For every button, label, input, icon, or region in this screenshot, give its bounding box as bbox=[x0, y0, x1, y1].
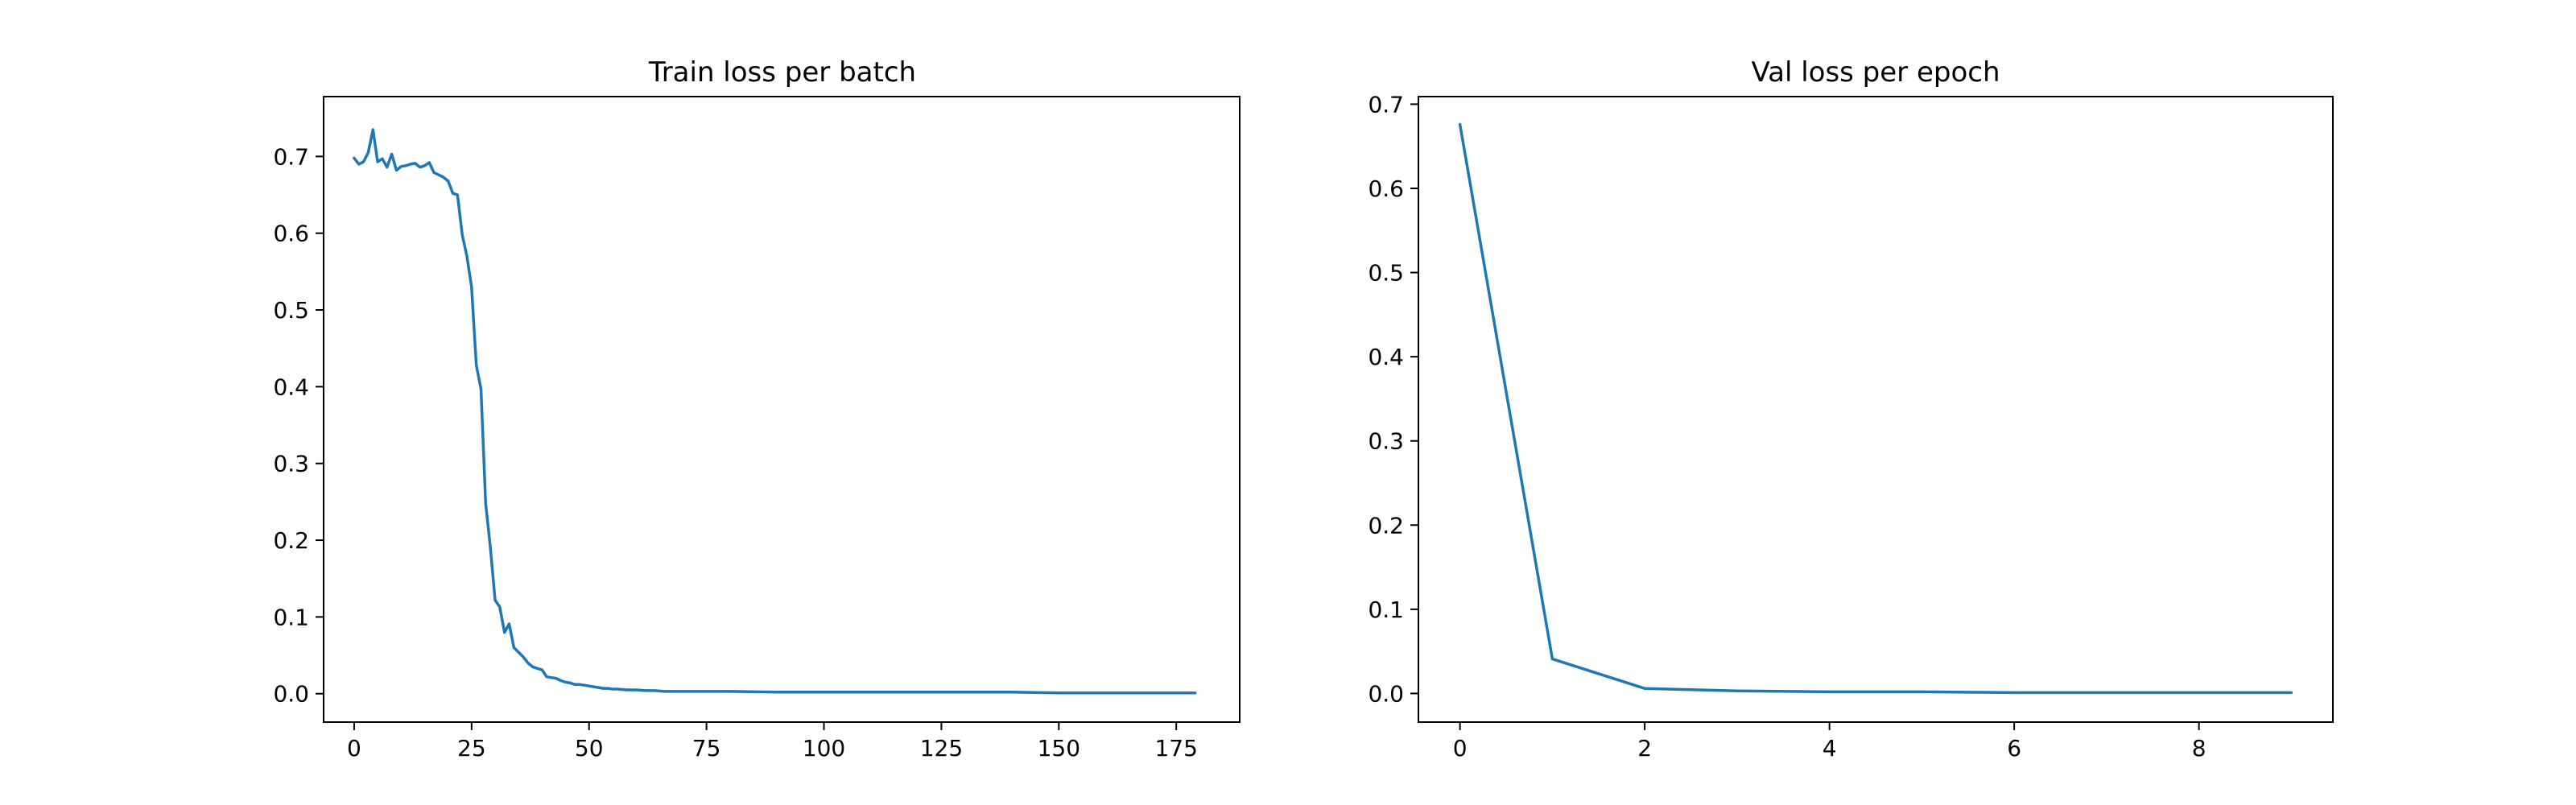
train-loss-x-tick-label: 150 bbox=[1038, 735, 1080, 762]
train-loss-x-tick-label: 50 bbox=[575, 735, 604, 762]
val-loss-frame bbox=[1418, 96, 2334, 723]
train-loss-frame bbox=[323, 96, 1241, 723]
train-loss-x-tick-label: 125 bbox=[920, 735, 963, 762]
train-loss-line bbox=[353, 128, 1197, 695]
val-loss-line bbox=[1458, 122, 2293, 695]
val-loss-y-tick-label: 0.2 bbox=[1368, 512, 1404, 539]
train-loss-y-tick-label: 0.4 bbox=[273, 374, 309, 400]
train-loss-y-tick-label: 0.3 bbox=[273, 451, 309, 477]
val-loss-y-axis: 0.0 0.1 0.2 0.3 0.4 0.5 0.6 0.7 bbox=[1368, 91, 1418, 707]
val-loss-x-axis: 0 2 4 6 8 bbox=[1453, 722, 2207, 762]
val-loss-y-tick-label: 0.0 bbox=[1368, 680, 1404, 707]
val-loss-x-tick-label: 8 bbox=[2192, 735, 2207, 762]
val-loss-x-tick-label: 4 bbox=[1823, 735, 1837, 762]
val-loss-y-tick-label: 0.7 bbox=[1368, 91, 1404, 118]
train-loss-y-tick-label: 0.6 bbox=[273, 221, 309, 247]
train-loss-y-tick-label: 0.2 bbox=[273, 527, 309, 554]
val-loss-y-tick-label: 0.4 bbox=[1368, 344, 1404, 370]
val-loss-title: Val loss per epoch bbox=[1751, 56, 2000, 89]
train-loss-y-tick-label: 0.1 bbox=[273, 604, 309, 630]
train-loss-title: Train loss per batch bbox=[648, 56, 916, 89]
train-loss-y-tick-label: 0.7 bbox=[273, 143, 309, 170]
train-loss-plot: Train loss per batch 0.00.10.20.30.40.50… bbox=[273, 56, 1241, 762]
train-loss-x-tick-label: 100 bbox=[803, 735, 845, 762]
val-loss-x-tick-label: 2 bbox=[1637, 735, 1652, 762]
train-loss-y-axis: 0.0 0.1 0.2 0.3 0.4 0.5 0.6 0.7 bbox=[273, 143, 324, 708]
val-loss-y-tick-label: 0.5 bbox=[1368, 260, 1404, 287]
val-loss-y-tick-label: 0.3 bbox=[1368, 428, 1404, 455]
train-loss-x-tick-label: 25 bbox=[457, 735, 486, 762]
train-loss-x-tick-label: 175 bbox=[1154, 735, 1197, 762]
val-loss-y-tick-label: 0.1 bbox=[1368, 597, 1404, 623]
val-loss-x-tick-label: 6 bbox=[2007, 735, 2021, 762]
train-loss-x-axis: 0 25 50 75 100 125 150 175 bbox=[347, 722, 1198, 762]
val-loss-x-tick-label: 0 bbox=[1453, 735, 1468, 762]
train-loss-y-tick-label: 0.0 bbox=[273, 681, 309, 708]
train-loss-x-tick-label: 0 bbox=[347, 735, 361, 762]
train-loss-y-tick-label: 0.5 bbox=[273, 297, 309, 324]
train-loss-x-tick-label: 75 bbox=[692, 735, 721, 762]
val-loss-y-tick-label: 0.6 bbox=[1368, 175, 1404, 202]
val-loss-plot: Val loss per epoch 0.0 0.1 0.2 0.3 0.4 0.5 0.6… bbox=[1368, 56, 2334, 762]
